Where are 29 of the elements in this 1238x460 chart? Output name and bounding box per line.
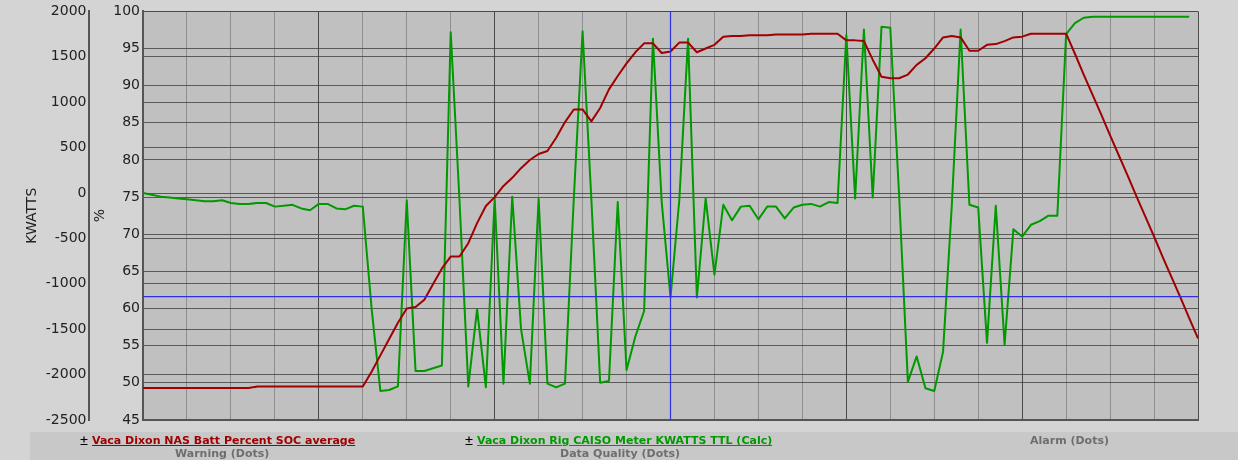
y2-tick-label: 1500	[50, 47, 87, 64]
y2-tick-label: -2000	[45, 365, 87, 382]
text: Alarm (Dots)	[1030, 434, 1109, 447]
y2-tick-label: 2000	[50, 2, 87, 19]
y-axis-title: %	[90, 209, 107, 223]
y2-tick-label: -1000	[45, 274, 87, 291]
y-tick-label: 90	[122, 76, 140, 93]
y-tick-label: 70	[122, 224, 140, 241]
y2-tick-label: 0	[77, 183, 87, 200]
text: Data Quality (Dots)	[560, 447, 681, 460]
y2-tick-label: -500	[54, 229, 87, 246]
y-tick-label: 95	[122, 39, 140, 56]
y2-tick-label: -2500	[45, 410, 87, 427]
y2-axis-title: KWATTS	[23, 187, 40, 244]
y-tick-label: 80	[122, 150, 140, 167]
y-tick-label: 55	[122, 336, 140, 353]
text: Warning (Dots)	[175, 447, 270, 460]
text: Vaca Dixon NAS Batt Percent SOC average	[92, 434, 356, 447]
y2-tick-label: 500	[59, 138, 87, 155]
y-tick-label: 85	[122, 113, 140, 130]
y-tick-label: 45	[122, 410, 140, 427]
y2-tick-label: -1500	[45, 319, 87, 336]
y-tick-label: 75	[122, 187, 140, 204]
y2-tick-label: 1000	[50, 92, 87, 109]
y-tick-label: 65	[122, 262, 140, 279]
y-tick-label: 60	[122, 299, 140, 316]
text: Vaca Dixon Rig CAISO Meter KWATTS TTL (Calc)	[477, 434, 773, 447]
y-tick-label: 100	[113, 2, 140, 19]
y-tick-label: 50	[122, 373, 140, 390]
